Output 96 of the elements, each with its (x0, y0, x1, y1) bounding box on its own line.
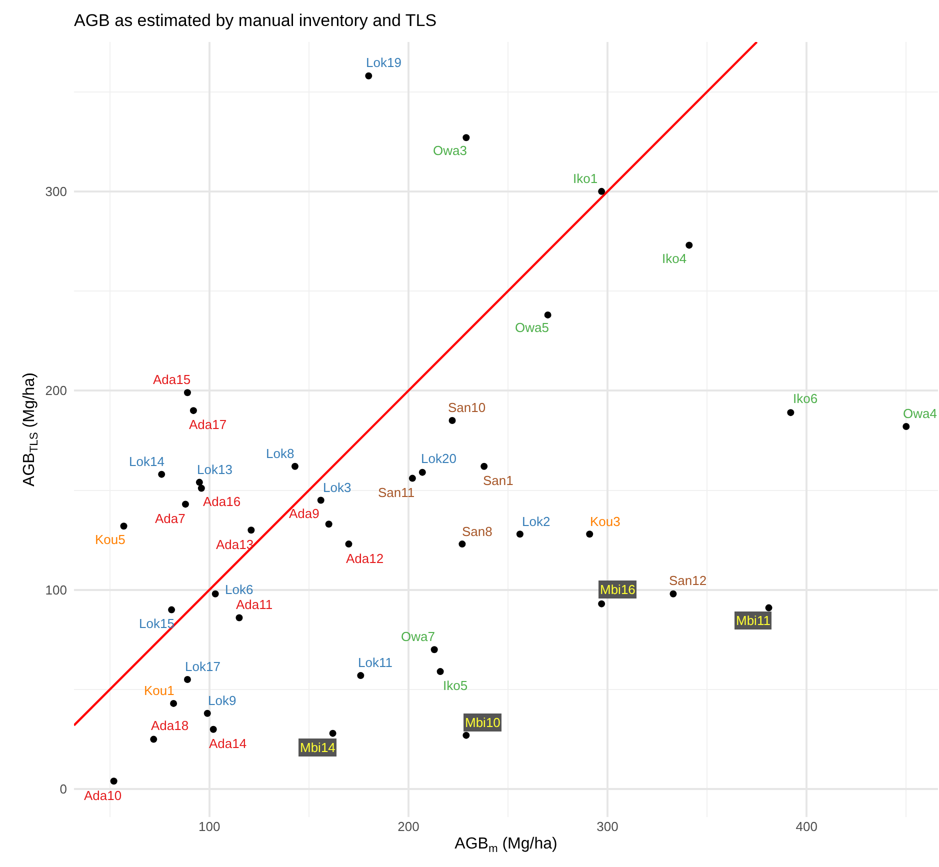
point (120, 522, 128, 530)
data-label: Mbi14 (300, 740, 336, 755)
data-label: Ada12 (346, 551, 384, 566)
point (291, 462, 298, 470)
data-label: Ada16 (203, 494, 241, 509)
data-label: Ada11 (236, 597, 273, 612)
data-label: Ada17 (189, 417, 227, 432)
point (365, 72, 372, 80)
data-label: Owa5 (515, 320, 549, 335)
point (210, 726, 217, 733)
data-label: Lok20 (421, 451, 456, 466)
data-label: Ada7 (155, 511, 186, 526)
data-label: Lok17 (185, 659, 220, 674)
point (184, 389, 191, 396)
x-tick-label: 200 (398, 819, 420, 834)
data-label: Lok9 (208, 693, 236, 708)
point (325, 520, 332, 528)
point (317, 496, 324, 504)
point (462, 134, 470, 142)
y-tick-label: 100 (45, 582, 67, 598)
point (686, 242, 693, 249)
point (544, 311, 552, 318)
data-label: Owa7 (401, 629, 435, 644)
data-label: Lok6 (225, 582, 254, 597)
point (248, 526, 255, 534)
point (204, 710, 211, 717)
data-label: San12 (669, 573, 707, 588)
point (184, 676, 191, 684)
data-label: San8 (462, 524, 492, 539)
x-tick-label: 300 (596, 819, 618, 834)
point (765, 604, 772, 612)
point (436, 668, 444, 676)
point (516, 530, 524, 538)
data-label: Lok2 (522, 514, 550, 529)
point (170, 700, 178, 707)
data-label: San10 (448, 400, 486, 415)
data-label: Lok8 (266, 446, 294, 461)
data-label: Lok3 (323, 480, 352, 495)
point (448, 417, 456, 424)
point (158, 470, 166, 478)
point (462, 732, 470, 739)
point (480, 462, 488, 470)
point (586, 530, 594, 538)
point (212, 590, 219, 598)
data-label: Mbi16 (600, 582, 636, 597)
data-label: Iko4 (662, 251, 687, 266)
data-label: Kou5 (95, 532, 126, 547)
y-tick-label: 200 (45, 383, 67, 398)
x-tick-label: 100 (198, 819, 220, 834)
point (598, 600, 606, 608)
data-label: Ada15 (153, 372, 191, 387)
point (236, 614, 243, 622)
point (329, 730, 336, 737)
point (198, 484, 205, 492)
data-label: Lok13 (197, 462, 232, 477)
point (182, 500, 189, 508)
point (357, 672, 364, 680)
data-label: Owa3 (433, 143, 467, 158)
data-label: Ada9 (289, 506, 320, 521)
data-label: San11 (378, 485, 415, 500)
data-label: Mbi11 (736, 613, 770, 628)
data-label: Iko6 (793, 391, 818, 406)
x-axis-title: AGB$_{m}$ (Mg/ha) (454, 836, 558, 856)
point (168, 606, 176, 614)
point (670, 590, 677, 598)
y-tick-label: 0 (60, 782, 67, 797)
point (787, 409, 794, 416)
data-label: Iko5 (443, 678, 468, 693)
data-label: Lok14 (129, 454, 164, 469)
data-label: Owa4 (903, 406, 937, 421)
data-label: Kou1 (144, 683, 174, 698)
point (598, 188, 606, 195)
point (110, 778, 118, 785)
point (345, 540, 352, 548)
data-label: Ada10 (84, 788, 122, 803)
data-label: Kou3 (590, 514, 620, 529)
point (418, 468, 426, 476)
point (190, 407, 197, 414)
chart-title: AGB as estimated by manual inventory and TLS (74, 10, 437, 30)
data-label: Iko1 (573, 171, 598, 186)
point (430, 646, 438, 654)
point (902, 423, 910, 430)
data-label: Ada18 (151, 718, 189, 733)
data-label: Lok11 (358, 655, 392, 670)
data-label: Mbi10 (465, 715, 500, 730)
data-label: Ada14 (209, 736, 247, 751)
point (150, 736, 158, 743)
point (408, 474, 416, 482)
data-label: San1 (483, 473, 514, 488)
point (458, 540, 466, 548)
y-tick-label: 300 (45, 184, 67, 199)
data-label: Ada13 (216, 537, 254, 552)
point (196, 478, 203, 486)
x-tick-label: 400 (796, 819, 818, 834)
data-label: Lok19 (366, 55, 402, 70)
data-label: Lok15 (139, 616, 174, 631)
